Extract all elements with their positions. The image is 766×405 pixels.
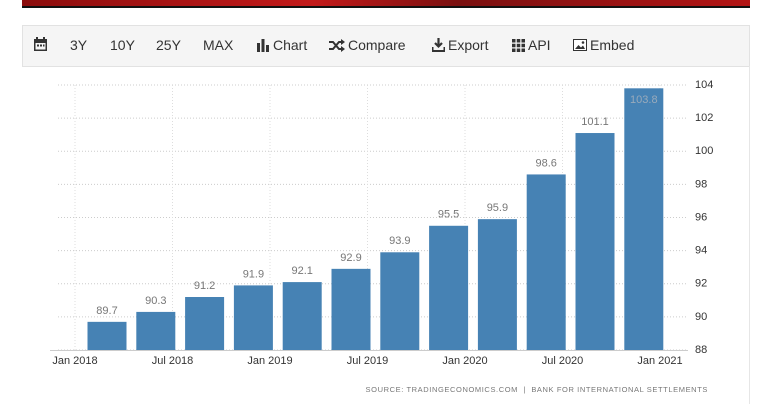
label: 10Y [110,37,135,53]
y-tick-label: 94 [695,245,707,257]
label: Embed [590,37,635,53]
range-3y[interactable]: 3Y [70,37,87,53]
value-label: 103.8 [630,94,658,106]
label: Export [448,37,489,53]
x-tick-label: Jan 2021 [637,355,682,367]
bar [185,297,225,350]
embed-button[interactable]: Embed [573,37,634,53]
range-25y[interactable]: 25Y [156,37,181,53]
range-10y[interactable]: 10Y [110,37,135,53]
toolbar: 3Y 10Y 25Y MAX Chart Compare Export API … [22,25,750,67]
y-tick-label: 88 [695,344,707,356]
bar [624,88,664,350]
label: Compare [348,37,406,53]
bar [477,219,517,350]
label: API [528,37,551,53]
value-label: 95.9 [487,202,508,214]
value-label: 93.9 [389,235,410,247]
value-label: 89.7 [96,305,117,317]
value-label: 92.1 [291,265,312,277]
value-label: 90.3 [145,295,166,307]
bar [429,225,469,350]
y-tick-label: 90 [695,311,707,323]
chart: SOURCE: TRADINGECONOMICS.COM | BANK FOR … [50,79,713,394]
chart-panel: SOURCE: TRADINGECONOMICS.COM | BANK FOR … [22,66,750,404]
y-tick-label: 92 [695,278,707,290]
y-tick-label: 102 [695,112,713,124]
compare-button[interactable]: Compare [329,37,406,53]
value-label: 95.5 [438,209,459,221]
export-icon [432,38,445,52]
compare-icon [329,38,345,52]
x-tick-label: Jan 2019 [247,355,292,367]
x-tick-label: Jul 2018 [152,355,194,367]
y-tick-label: 96 [695,211,707,223]
bar [526,174,566,350]
x-tick-label: Jan 2020 [442,355,487,367]
label: 25Y [156,37,181,53]
value-label: 98.6 [535,157,556,169]
value-label: 101.1 [581,116,609,128]
chart-icon [257,38,269,52]
bar [282,282,322,350]
banner [22,0,750,8]
x-tick-label: Jan 2018 [52,355,97,367]
bar [87,321,127,350]
bar [575,133,615,350]
value-label: 92.9 [340,252,361,264]
y-tick-label: 100 [695,145,713,157]
calendar-icon [34,37,47,51]
label: MAX [203,37,234,53]
value-label: 91.2 [194,280,215,292]
calendar-button[interactable] [34,37,47,51]
range-max[interactable]: MAX [203,37,233,53]
bar [233,285,273,350]
x-tick-label: Jul 2019 [347,355,389,367]
x-tick-label: Jul 2020 [542,355,584,367]
bar [380,252,420,350]
y-tick-label: 104 [695,79,713,91]
api-icon [512,38,525,52]
label: Chart [273,37,308,53]
chart-button[interactable]: Chart [257,37,307,53]
api-button[interactable]: API [512,37,551,53]
export-button[interactable]: Export [432,37,488,53]
value-label: 91.9 [243,268,264,280]
y-tick-label: 98 [695,178,707,190]
label: 3Y [70,37,88,53]
bar [331,268,371,350]
bar [136,311,176,350]
embed-icon [573,39,587,51]
source: SOURCE: TRADINGECONOMICS.COM | BANK FOR … [366,385,708,394]
